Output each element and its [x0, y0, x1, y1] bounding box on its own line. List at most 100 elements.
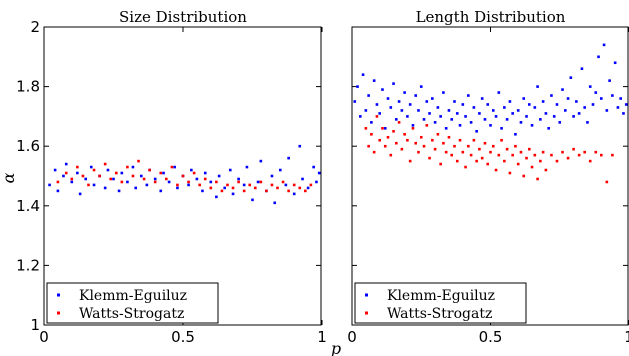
data-point: [195, 177, 199, 181]
data-point: [442, 141, 445, 145]
data-point: [433, 147, 437, 151]
data-point: [594, 150, 598, 154]
data-point: [381, 88, 384, 91]
data-point: [364, 109, 368, 112]
data-point: [522, 174, 526, 178]
x-tick-label: 1: [317, 328, 327, 346]
data-point: [112, 177, 115, 181]
data-point: [497, 91, 501, 94]
data-point: [508, 171, 512, 175]
data-point: [231, 186, 235, 190]
y-tick-label: 2: [30, 18, 40, 36]
data-point: [419, 85, 423, 88]
data-point: [458, 124, 462, 127]
data-point: [611, 94, 614, 97]
data-point: [436, 132, 440, 136]
data-point: [469, 121, 473, 124]
data-point: [131, 174, 135, 178]
data-point: [439, 115, 442, 118]
data-point: [483, 118, 487, 121]
data-point: [145, 183, 149, 187]
data-point: [381, 127, 384, 130]
legend-box: [354, 282, 527, 324]
data-point: [444, 127, 448, 130]
x-tick-label: 0: [347, 328, 357, 346]
data-point: [301, 177, 304, 181]
data-point: [120, 171, 124, 175]
legend-label: Klemm-Eguiluz: [79, 288, 187, 304]
data-point: [417, 109, 420, 112]
data-point: [209, 180, 213, 184]
data-point: [70, 177, 74, 181]
chart-title: Length Distribution: [416, 8, 566, 26]
data-point: [467, 144, 470, 148]
series-klemm-eguiluz: [48, 144, 321, 205]
data-point: [522, 97, 526, 100]
data-point: [103, 186, 107, 190]
data-point: [217, 174, 221, 178]
data-point: [541, 150, 545, 154]
data-point: [486, 103, 490, 106]
data-point: [370, 121, 373, 124]
legend: Klemm-Eguiluz Watts-Strogatz: [46, 282, 219, 324]
data-point: [505, 118, 509, 121]
x-tick-label: 0.5: [479, 328, 503, 346]
data-point: [181, 174, 185, 178]
data-point: [525, 115, 528, 118]
data-point: [444, 150, 448, 154]
data-point: [259, 180, 263, 184]
data-point: [594, 91, 598, 94]
data-point: [281, 180, 285, 184]
data-point: [192, 171, 196, 175]
data-point: [439, 162, 442, 166]
data-point: [608, 79, 611, 82]
data-point: [81, 174, 85, 178]
data-point: [480, 97, 484, 100]
data-point: [237, 180, 240, 184]
data-point: [414, 94, 418, 97]
data-point: [605, 180, 609, 184]
data-point: [292, 192, 296, 196]
y-tick-label: 1.4: [16, 197, 40, 215]
data-point: [600, 153, 603, 157]
data-point: [503, 106, 506, 109]
series-klemm-eguiluz: [353, 43, 628, 136]
y-tick-label: 1.6: [16, 137, 40, 155]
legend-marker: [57, 311, 60, 315]
data-point: [552, 115, 556, 118]
data-point: [455, 159, 459, 163]
data-point: [370, 132, 373, 136]
data-point: [544, 112, 548, 115]
data-point: [622, 112, 625, 115]
data-point: [525, 156, 528, 160]
data-point: [103, 162, 107, 166]
data-point: [475, 130, 478, 133]
data-point: [400, 109, 404, 112]
data-point: [467, 94, 470, 97]
legend-label: Watts-Strogatz: [79, 306, 184, 322]
data-point: [304, 189, 307, 193]
data-point: [170, 165, 174, 169]
data-point: [605, 109, 609, 112]
y-axis-label: α: [0, 172, 18, 183]
data-point: [251, 198, 254, 202]
legend-box: [46, 282, 219, 324]
data-point: [386, 135, 390, 139]
data-point: [527, 103, 531, 106]
plot-frame: [351, 26, 629, 326]
data-point: [287, 156, 290, 160]
data-point: [577, 153, 581, 157]
data-point: [577, 112, 581, 115]
data-point: [431, 97, 434, 100]
data-point: [458, 138, 462, 142]
data-point: [497, 153, 501, 157]
data-point: [547, 127, 550, 130]
data-point: [533, 153, 537, 157]
data-point: [558, 121, 562, 124]
length-distribution-panel: Length Distribution 0 0.5 1 Klemm-Eguiluz Wat…: [347, 8, 629, 346]
data-point: [126, 165, 129, 169]
data-point: [117, 189, 121, 193]
data-point: [403, 91, 406, 94]
data-point: [62, 174, 65, 178]
data-point: [530, 124, 534, 127]
